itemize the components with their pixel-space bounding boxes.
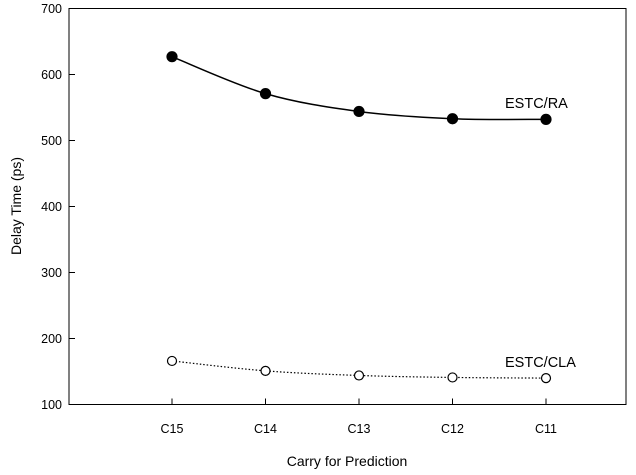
y-tick-label: 300 [41, 266, 62, 280]
y-tick-label: 700 [41, 2, 62, 16]
series-estc-ra: ESTC/RA [166, 51, 568, 125]
x-axis-ticks: C15 C14 C13 C12 C11 [161, 398, 557, 436]
series-line [171, 360, 547, 379]
series-estc-cla: ESTC/CLA [166, 355, 576, 384]
x-tick-label: C11 [535, 422, 557, 436]
plot-frame [68, 8, 627, 405]
data-point [259, 88, 272, 100]
x-axis-label: Carry for Prediction [287, 453, 408, 469]
series-label: ESTC/RA [505, 96, 568, 112]
data-point [353, 370, 365, 381]
x-tick-label: C15 [161, 422, 184, 436]
x-tick-label: C14 [254, 422, 277, 436]
data-point [540, 113, 552, 125]
data-point [446, 113, 459, 125]
y-tick-label: 200 [41, 332, 62, 346]
x-tick-label: C13 [348, 422, 371, 436]
data-point [166, 51, 178, 63]
y-tick-label: 100 [41, 398, 62, 412]
series-layer: ESTC/RA ESTC/CLA [166, 51, 576, 384]
y-tick-label: 600 [41, 68, 62, 82]
y-axis-ticks: 100 200 300 400 500 600 700 [41, 2, 75, 412]
data-point [260, 365, 271, 376]
x-tick-label: C12 [441, 422, 464, 436]
y-tick-label: 500 [41, 134, 62, 148]
data-point [353, 105, 365, 118]
data-point [540, 373, 552, 384]
data-point [447, 372, 458, 383]
y-axis-label: Delay Time (ps) [8, 157, 24, 255]
series-label: ESTC/CLA [505, 355, 576, 371]
data-point [166, 355, 178, 367]
y-tick-label: 400 [41, 200, 62, 214]
